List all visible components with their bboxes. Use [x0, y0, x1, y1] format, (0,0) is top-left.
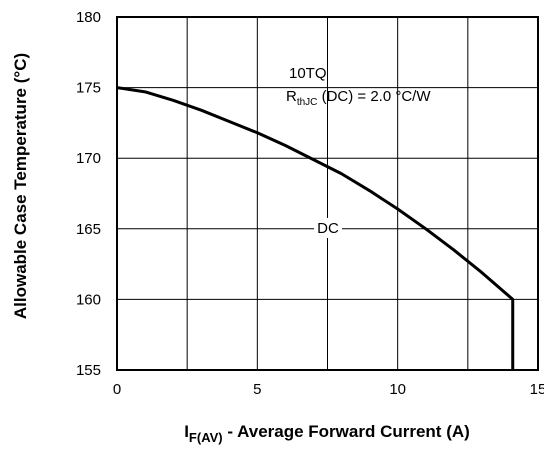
y-tick-label: 170 [76, 150, 101, 167]
plot-frame [116, 16, 539, 371]
y-tick-label: 175 [76, 80, 101, 97]
grid-lines [117, 17, 538, 370]
y-tick-label: 180 [76, 9, 101, 26]
x-tick-label: 10 [389, 381, 406, 398]
annotation-device: 10TQ [289, 65, 327, 82]
annotation-rthjc: RthJC (DC) = 2.0 °C/W [286, 88, 431, 108]
x-tick-label: 0 [113, 381, 121, 398]
annotation-rthjc-main: R [286, 88, 297, 105]
annotation-rthjc-sub: thJC [297, 97, 318, 108]
x-tick-label: 15 [530, 381, 544, 398]
series-line-dc [116, 86, 515, 370]
x-axis-title-sub: F(AV) [189, 430, 223, 445]
x-tick-label: 5 [253, 381, 261, 398]
y-axis-title: Allowable Case Temperature (°C) [11, 53, 30, 319]
x-axis-title-rest: - Average Forward Current (A) [223, 422, 470, 441]
y-tick-label: 165 [76, 221, 101, 238]
curve-label-background [314, 218, 342, 238]
annotation-rthjc-rest: (DC) = 2.0 °C/W [317, 88, 431, 105]
curve-label-dc: DC [317, 220, 339, 237]
tick-labels: 0 5 10 15 155 160 165 170 175 180 [76, 9, 544, 398]
y-tick-label: 155 [76, 362, 101, 379]
x-axis-title-main: I [184, 422, 189, 441]
y-tick-label: 160 [76, 291, 101, 308]
plot-series [116, 86, 515, 370]
x-axis-title: IF(AV) - Average Forward Current (A) [184, 422, 470, 445]
